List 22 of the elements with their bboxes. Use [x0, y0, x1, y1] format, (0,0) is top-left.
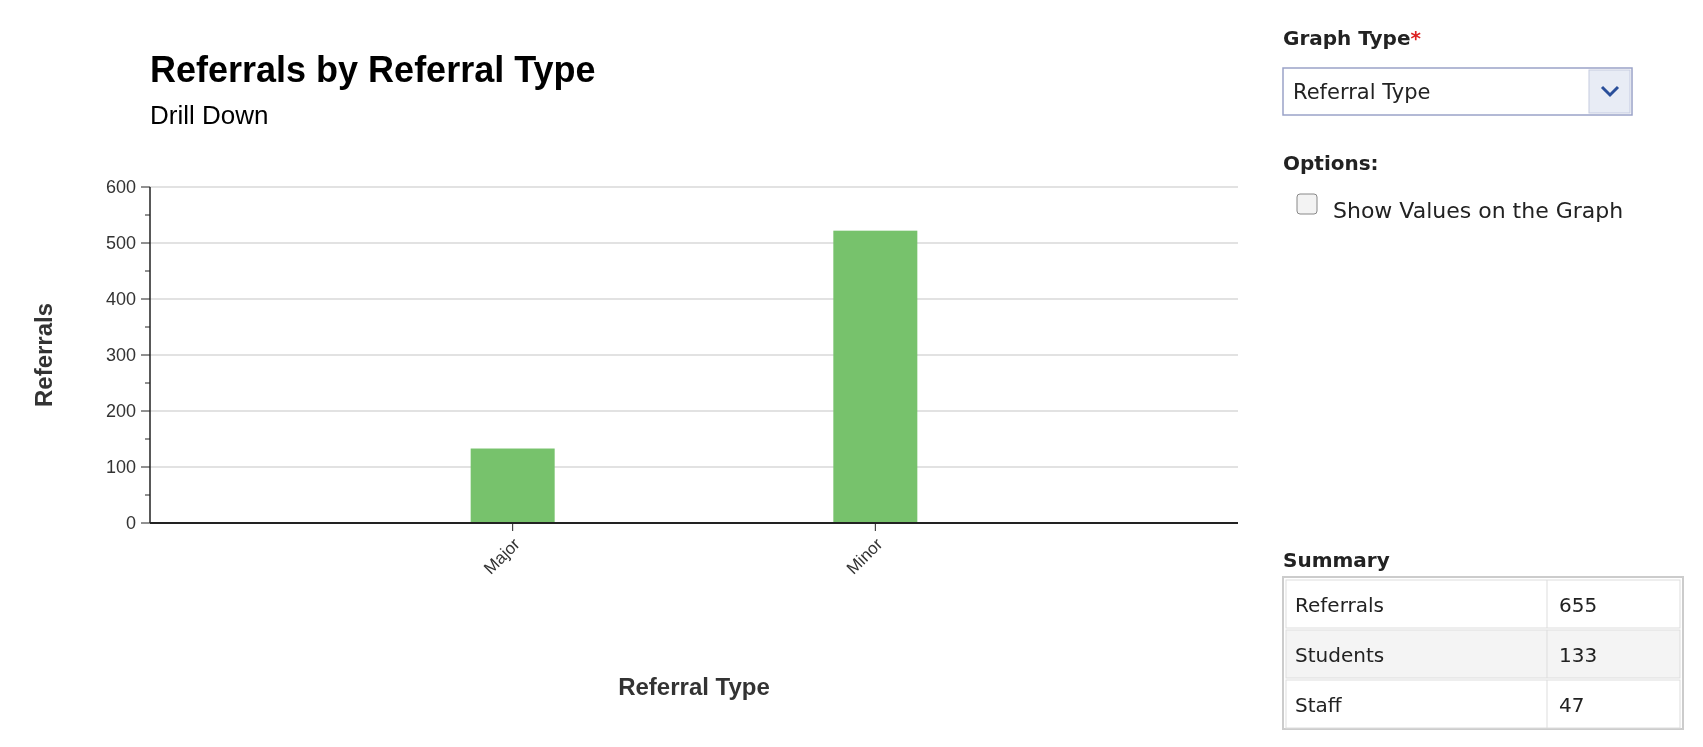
- text: Show Values on the Graph: [1333, 198, 1624, 223]
- text: 47: [1559, 693, 1585, 717]
- chart-subtitle: Drill Down: [150, 100, 269, 130]
- chart-title: Referrals by Referral Type: [150, 49, 596, 90]
- y-tick-label: 200: [105, 401, 136, 422]
- x-axis-title: Referral Type: [618, 673, 770, 700]
- y-axis-title: Referrals: [30, 302, 57, 408]
- y-tick-label: 0: [125, 513, 136, 534]
- y-tick-label: 400: [105, 289, 136, 310]
- y-tick-label: 300: [105, 345, 136, 366]
- y-tick-label: 600: [105, 177, 136, 198]
- text: 655: [1559, 593, 1598, 617]
- y-tick-label: 100: [105, 457, 136, 478]
- text: Referral Type: [1293, 80, 1431, 104]
- text: Referrals: [1295, 593, 1384, 617]
- text: Options:: [1283, 151, 1379, 175]
- text: Summary: [1283, 548, 1390, 572]
- text: Students: [1295, 643, 1385, 667]
- text: 133: [1559, 643, 1598, 667]
- y-tick-label: 500: [105, 233, 136, 254]
- text: Staff: [1295, 693, 1343, 717]
- text: *: [1410, 26, 1422, 50]
